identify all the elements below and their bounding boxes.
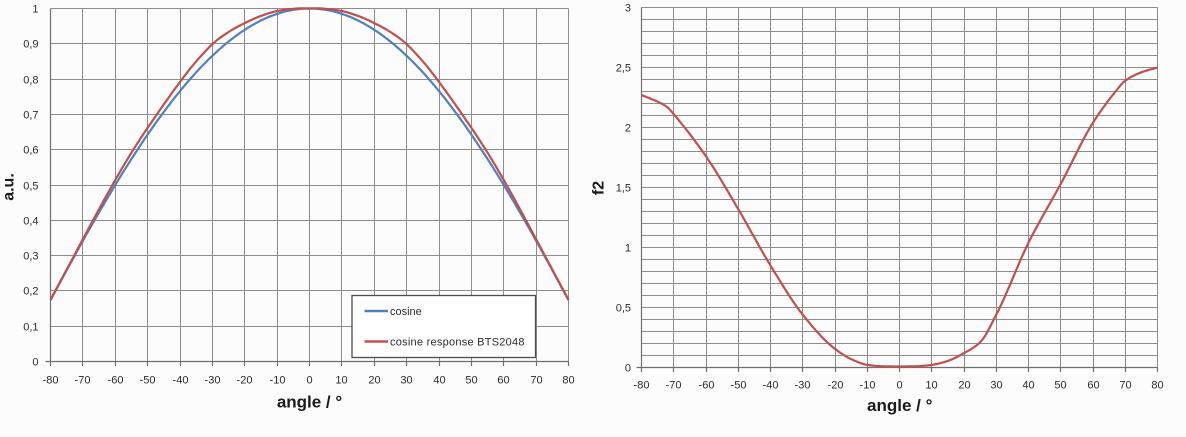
svg-text:-50: -50 xyxy=(731,380,747,392)
svg-text:-80: -80 xyxy=(634,380,650,392)
svg-text:-70: -70 xyxy=(75,375,91,387)
svg-text:-20: -20 xyxy=(828,380,844,392)
svg-text:2: 2 xyxy=(625,122,631,134)
svg-text:2,5: 2,5 xyxy=(616,62,631,74)
svg-text:1: 1 xyxy=(625,242,631,254)
svg-text:0,6: 0,6 xyxy=(23,144,38,156)
svg-text:cosine response BTS2048: cosine response BTS2048 xyxy=(390,336,525,348)
svg-text:50: 50 xyxy=(1054,380,1066,392)
svg-text:0,5: 0,5 xyxy=(23,180,38,192)
svg-text:f2: f2 xyxy=(591,181,608,195)
svg-text:10: 10 xyxy=(335,375,347,387)
svg-text:0,1: 0,1 xyxy=(23,321,38,333)
svg-text:0: 0 xyxy=(896,380,902,392)
svg-text:-60: -60 xyxy=(699,380,715,392)
svg-text:40: 40 xyxy=(433,375,445,387)
svg-text:-70: -70 xyxy=(666,380,682,392)
svg-text:0: 0 xyxy=(306,375,312,387)
svg-text:-20: -20 xyxy=(237,375,253,387)
svg-text:10: 10 xyxy=(925,380,937,392)
svg-text:-60: -60 xyxy=(108,375,124,387)
svg-text:angle / °: angle / ° xyxy=(277,393,343,412)
svg-text:20: 20 xyxy=(958,380,970,392)
svg-text:60: 60 xyxy=(497,375,509,387)
svg-text:0,3: 0,3 xyxy=(23,250,38,262)
svg-text:70: 70 xyxy=(1119,380,1131,392)
svg-text:30: 30 xyxy=(400,375,412,387)
svg-text:60: 60 xyxy=(1087,380,1099,392)
svg-text:20: 20 xyxy=(368,375,380,387)
svg-text:70: 70 xyxy=(530,375,542,387)
svg-text:0: 0 xyxy=(32,356,38,368)
svg-text:0,4: 0,4 xyxy=(23,215,38,227)
svg-text:1,5: 1,5 xyxy=(616,182,631,194)
svg-text:-10: -10 xyxy=(860,380,876,392)
svg-text:-10: -10 xyxy=(270,375,286,387)
svg-text:0,5: 0,5 xyxy=(616,302,631,314)
svg-text:80: 80 xyxy=(562,375,574,387)
svg-text:-40: -40 xyxy=(173,375,189,387)
svg-text:-50: -50 xyxy=(140,375,156,387)
svg-text:30: 30 xyxy=(990,380,1002,392)
svg-text:0,9: 0,9 xyxy=(23,38,38,50)
svg-text:0: 0 xyxy=(625,362,631,374)
svg-text:0,7: 0,7 xyxy=(23,109,38,121)
svg-text:-80: -80 xyxy=(43,375,59,387)
svg-text:50: 50 xyxy=(465,375,477,387)
svg-text:80: 80 xyxy=(1151,380,1163,392)
svg-text:-40: -40 xyxy=(763,380,779,392)
svg-text:40: 40 xyxy=(1022,380,1034,392)
svg-text:-30: -30 xyxy=(205,375,221,387)
svg-text:a.u.: a.u. xyxy=(1,173,18,201)
svg-text:0,8: 0,8 xyxy=(23,74,38,86)
svg-text:cosine: cosine xyxy=(390,306,422,318)
svg-text:3: 3 xyxy=(625,2,631,14)
svg-text:0,2: 0,2 xyxy=(23,285,38,297)
svg-text:angle / °: angle / ° xyxy=(867,396,933,415)
svg-text:1: 1 xyxy=(32,3,38,15)
svg-text:-30: -30 xyxy=(795,380,811,392)
